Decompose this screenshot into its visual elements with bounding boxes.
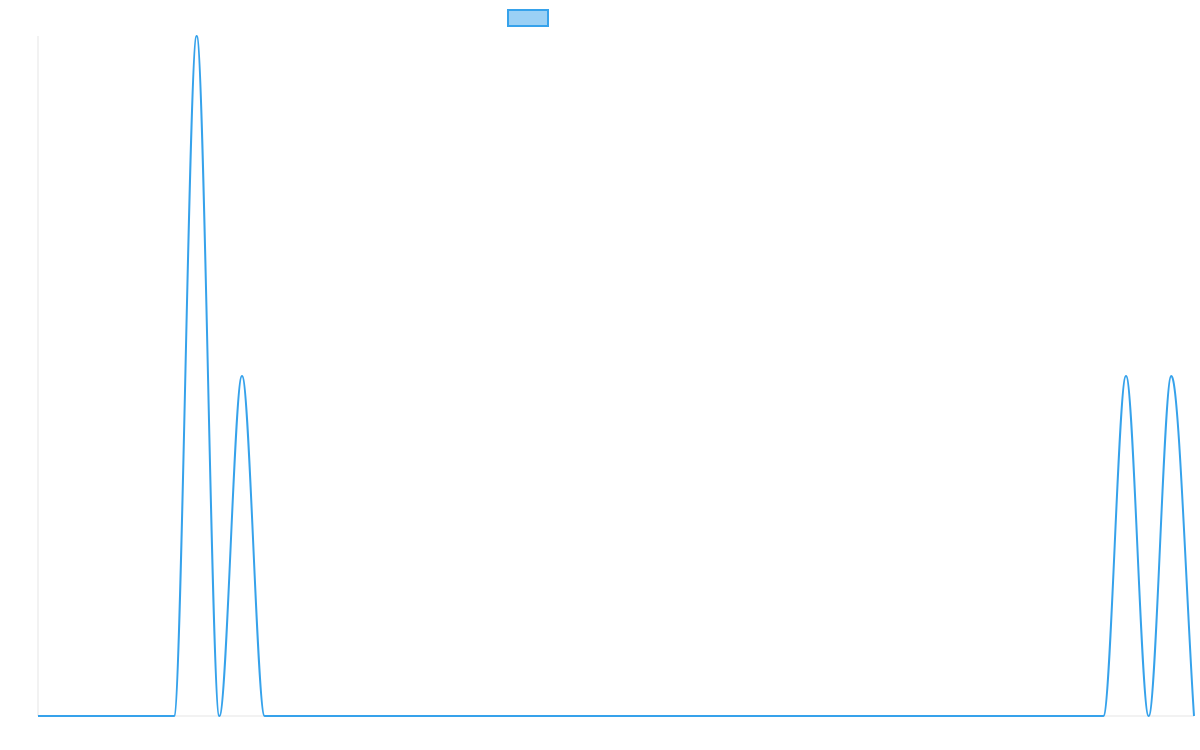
legend-swatch	[507, 9, 549, 27]
data-line	[38, 34, 1195, 718]
